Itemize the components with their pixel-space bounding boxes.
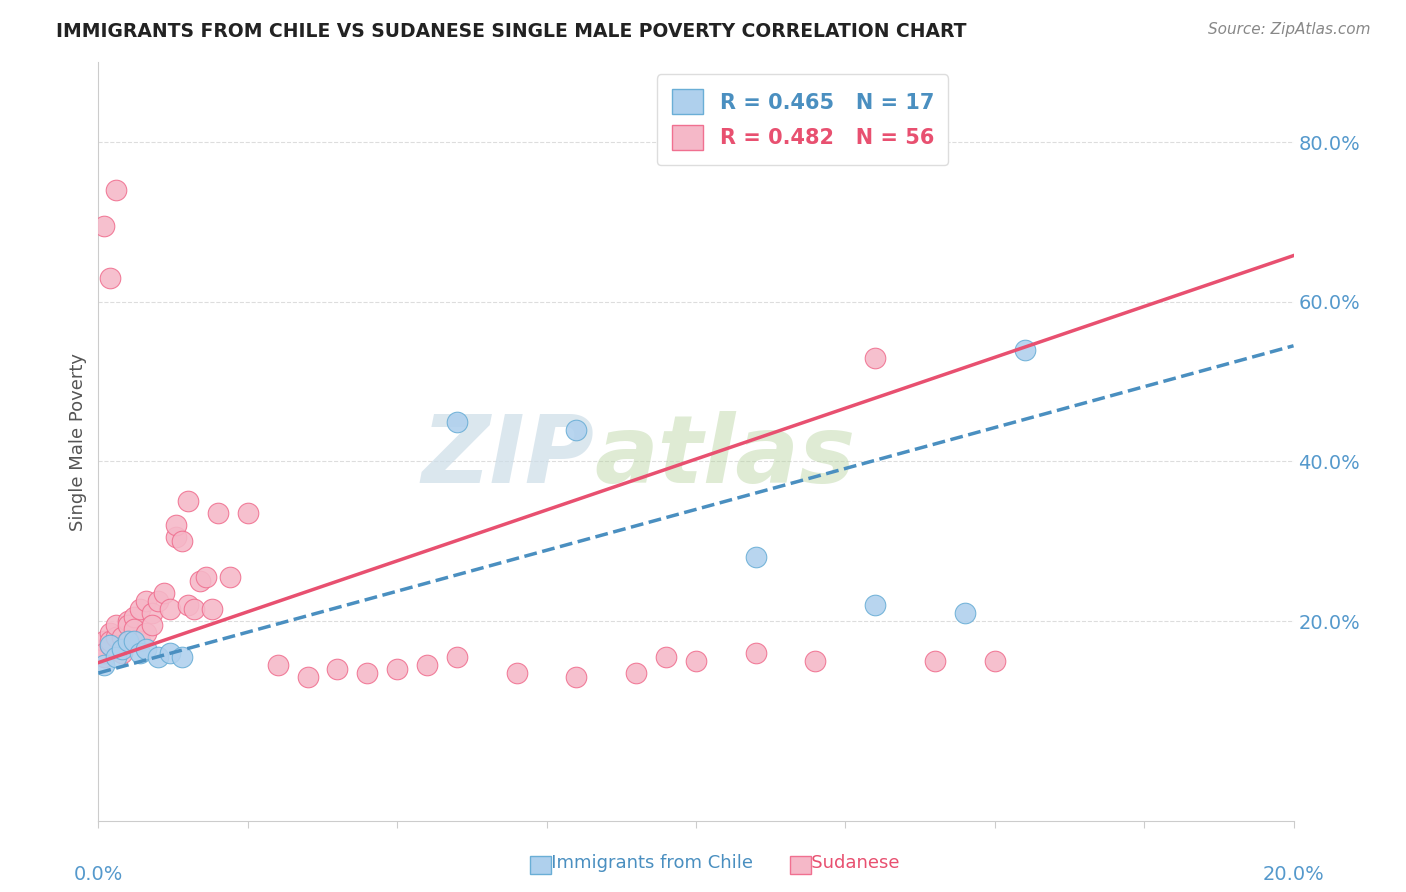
Point bbox=[93, 634, 115, 648]
Point bbox=[297, 670, 319, 684]
Point bbox=[111, 646, 134, 660]
Point bbox=[984, 654, 1007, 668]
Point bbox=[98, 634, 122, 648]
Point bbox=[565, 670, 588, 684]
Point bbox=[105, 618, 128, 632]
Point bbox=[129, 646, 152, 660]
Point bbox=[201, 602, 224, 616]
Point bbox=[177, 598, 200, 612]
Y-axis label: Single Male Poverty: Single Male Poverty bbox=[69, 352, 87, 531]
Point bbox=[105, 183, 128, 197]
Point bbox=[326, 662, 349, 676]
Point bbox=[124, 610, 146, 624]
Point bbox=[93, 219, 115, 233]
Point bbox=[865, 351, 887, 365]
Point bbox=[183, 602, 205, 616]
Point bbox=[117, 618, 139, 632]
Text: Source: ZipAtlas.com: Source: ZipAtlas.com bbox=[1208, 22, 1371, 37]
Point bbox=[188, 574, 211, 589]
Point bbox=[177, 494, 200, 508]
Point bbox=[135, 642, 157, 657]
Point bbox=[98, 638, 122, 652]
Point bbox=[953, 606, 976, 620]
Point bbox=[124, 622, 146, 636]
Point bbox=[124, 634, 146, 648]
Point bbox=[148, 650, 170, 665]
Point bbox=[93, 658, 115, 673]
Legend: R = 0.465   N = 17, R = 0.482   N = 56: R = 0.465 N = 17, R = 0.482 N = 56 bbox=[657, 74, 949, 165]
Point bbox=[93, 646, 115, 660]
Point bbox=[117, 634, 139, 648]
Point bbox=[98, 626, 122, 640]
Point bbox=[153, 586, 176, 600]
Point bbox=[98, 271, 122, 285]
Point bbox=[172, 650, 194, 665]
Point bbox=[626, 665, 648, 680]
Point bbox=[416, 658, 439, 673]
Point bbox=[446, 415, 468, 429]
Point bbox=[135, 626, 157, 640]
Point bbox=[506, 665, 529, 680]
Point bbox=[129, 602, 152, 616]
Point bbox=[105, 650, 128, 665]
Point bbox=[267, 658, 290, 673]
Point bbox=[117, 614, 139, 628]
Point bbox=[159, 646, 181, 660]
Point bbox=[356, 665, 378, 680]
Point bbox=[219, 570, 242, 584]
Point bbox=[93, 650, 115, 665]
Point bbox=[745, 550, 768, 565]
Point bbox=[141, 606, 163, 620]
Point bbox=[165, 530, 187, 544]
Point bbox=[111, 630, 134, 644]
Text: 0.0%: 0.0% bbox=[73, 864, 124, 884]
Point bbox=[135, 594, 157, 608]
Point bbox=[385, 662, 409, 676]
Point bbox=[236, 507, 259, 521]
Point bbox=[565, 423, 588, 437]
Point bbox=[195, 570, 218, 584]
Point bbox=[924, 654, 946, 668]
Point bbox=[129, 634, 152, 648]
Text: atlas: atlas bbox=[595, 410, 856, 503]
Point bbox=[685, 654, 707, 668]
Point bbox=[865, 598, 887, 612]
Point bbox=[446, 650, 468, 665]
Point bbox=[141, 618, 163, 632]
Point bbox=[165, 518, 187, 533]
Point bbox=[159, 602, 181, 616]
Text: Sudanese: Sudanese bbox=[794, 855, 900, 872]
Point bbox=[148, 594, 170, 608]
Text: ZIP: ZIP bbox=[422, 410, 595, 503]
Point bbox=[105, 630, 128, 644]
Text: IMMIGRANTS FROM CHILE VS SUDANESE SINGLE MALE POVERTY CORRELATION CHART: IMMIGRANTS FROM CHILE VS SUDANESE SINGLE… bbox=[56, 22, 967, 41]
Text: Immigrants from Chile: Immigrants from Chile bbox=[534, 855, 754, 872]
Point bbox=[98, 638, 122, 652]
Point bbox=[207, 507, 229, 521]
Point bbox=[745, 646, 768, 660]
Point bbox=[117, 634, 139, 648]
Point bbox=[111, 642, 134, 657]
Point bbox=[655, 650, 678, 665]
Point bbox=[1014, 343, 1036, 357]
Point bbox=[172, 534, 194, 549]
Point bbox=[804, 654, 827, 668]
Text: 20.0%: 20.0% bbox=[1263, 864, 1324, 884]
